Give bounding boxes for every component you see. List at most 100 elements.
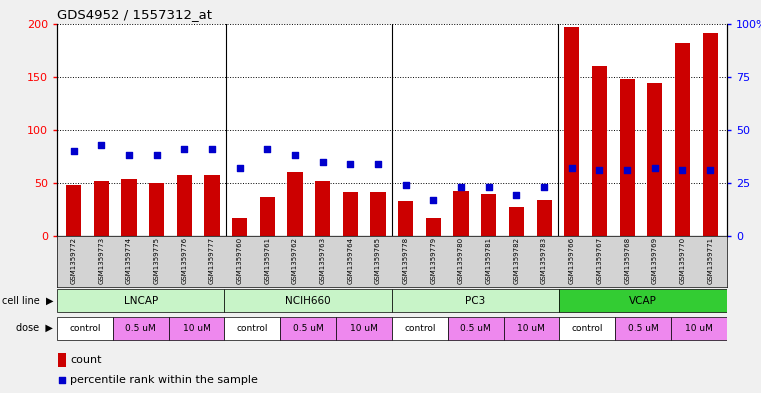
- Text: GSM1359779: GSM1359779: [431, 237, 436, 285]
- Bar: [94, 181, 109, 236]
- Text: 10 uM: 10 uM: [517, 324, 546, 332]
- Point: [455, 184, 467, 190]
- Text: control: control: [237, 324, 268, 332]
- Bar: [447, 317, 504, 340]
- Text: GSM1359760: GSM1359760: [237, 237, 243, 285]
- Bar: [260, 196, 275, 236]
- Text: GSM1359781: GSM1359781: [486, 237, 492, 285]
- Point: [234, 165, 246, 171]
- Bar: [371, 192, 386, 236]
- Point: [344, 160, 356, 167]
- Text: 10 uM: 10 uM: [183, 324, 211, 332]
- Bar: [559, 317, 615, 340]
- Point: [95, 141, 107, 148]
- Text: control: control: [69, 324, 100, 332]
- Bar: [336, 317, 392, 340]
- Bar: [702, 33, 718, 236]
- Point: [565, 165, 578, 171]
- Point: [372, 160, 384, 167]
- Text: GDS4952 / 1557312_at: GDS4952 / 1557312_at: [57, 8, 212, 21]
- Text: GSM1359774: GSM1359774: [126, 237, 132, 284]
- Bar: [398, 201, 413, 236]
- Text: GSM1359761: GSM1359761: [264, 237, 270, 285]
- Bar: [57, 289, 224, 312]
- Text: GSM1359765: GSM1359765: [375, 237, 381, 284]
- Bar: [177, 175, 192, 236]
- Bar: [169, 317, 224, 340]
- Text: dose  ▶: dose ▶: [17, 323, 53, 333]
- Text: GSM1359783: GSM1359783: [541, 237, 547, 285]
- Point: [151, 152, 163, 158]
- Bar: [564, 27, 579, 236]
- Bar: [58, 353, 65, 367]
- Bar: [113, 317, 169, 340]
- Point: [206, 146, 218, 152]
- Bar: [122, 178, 137, 236]
- Text: GSM1359764: GSM1359764: [348, 237, 353, 284]
- Text: GSM1359769: GSM1359769: [652, 237, 658, 285]
- Bar: [509, 207, 524, 236]
- Text: GSM1359771: GSM1359771: [707, 237, 713, 285]
- Text: GSM1359763: GSM1359763: [320, 237, 326, 285]
- Bar: [675, 43, 690, 236]
- Text: GSM1359770: GSM1359770: [680, 237, 686, 285]
- Text: 10 uM: 10 uM: [685, 324, 713, 332]
- Text: GSM1359777: GSM1359777: [209, 237, 215, 285]
- Text: LNCAP: LNCAP: [123, 296, 158, 306]
- Point: [482, 184, 495, 190]
- Bar: [315, 181, 330, 236]
- Bar: [149, 183, 164, 236]
- Point: [594, 167, 606, 173]
- Text: 0.5 uM: 0.5 uM: [293, 324, 323, 332]
- Point: [400, 182, 412, 188]
- Text: 0.5 uM: 0.5 uM: [628, 324, 658, 332]
- Point: [648, 165, 661, 171]
- Bar: [504, 317, 559, 340]
- Text: GSM1359766: GSM1359766: [568, 237, 575, 285]
- Point: [289, 152, 301, 158]
- Text: percentile rank within the sample: percentile rank within the sample: [70, 375, 258, 386]
- Bar: [224, 289, 392, 312]
- Bar: [288, 172, 303, 236]
- Point: [538, 184, 550, 190]
- Text: count: count: [70, 355, 102, 365]
- Point: [511, 192, 523, 198]
- Point: [704, 167, 716, 173]
- Point: [317, 158, 329, 165]
- Point: [428, 196, 440, 203]
- Bar: [559, 289, 727, 312]
- Text: VCAP: VCAP: [629, 296, 657, 306]
- Bar: [454, 191, 469, 236]
- Bar: [392, 289, 559, 312]
- Bar: [426, 218, 441, 236]
- Point: [677, 167, 689, 173]
- Bar: [392, 317, 447, 340]
- Text: GSM1359778: GSM1359778: [403, 237, 409, 285]
- Text: control: control: [404, 324, 435, 332]
- Text: GSM1359776: GSM1359776: [181, 237, 187, 285]
- Point: [621, 167, 633, 173]
- Text: 0.5 uM: 0.5 uM: [126, 324, 156, 332]
- Text: cell line  ▶: cell line ▶: [2, 296, 53, 306]
- Bar: [619, 79, 635, 236]
- Point: [286, 288, 298, 294]
- Point: [178, 146, 190, 152]
- Point: [68, 148, 80, 154]
- Text: NCIH660: NCIH660: [285, 296, 331, 306]
- Text: PC3: PC3: [466, 296, 486, 306]
- Text: GSM1359767: GSM1359767: [597, 237, 603, 285]
- Text: GSM1359762: GSM1359762: [292, 237, 298, 284]
- Text: GSM1359780: GSM1359780: [458, 237, 464, 285]
- Text: GSM1359773: GSM1359773: [98, 237, 104, 285]
- Text: GSM1359782: GSM1359782: [514, 237, 520, 284]
- Text: GSM1359768: GSM1359768: [624, 237, 630, 285]
- Bar: [537, 200, 552, 236]
- Bar: [205, 175, 220, 236]
- Bar: [592, 66, 607, 236]
- Bar: [615, 317, 671, 340]
- Bar: [224, 317, 280, 340]
- Bar: [57, 317, 113, 340]
- Bar: [280, 317, 336, 340]
- Text: control: control: [572, 324, 603, 332]
- Bar: [232, 218, 247, 236]
